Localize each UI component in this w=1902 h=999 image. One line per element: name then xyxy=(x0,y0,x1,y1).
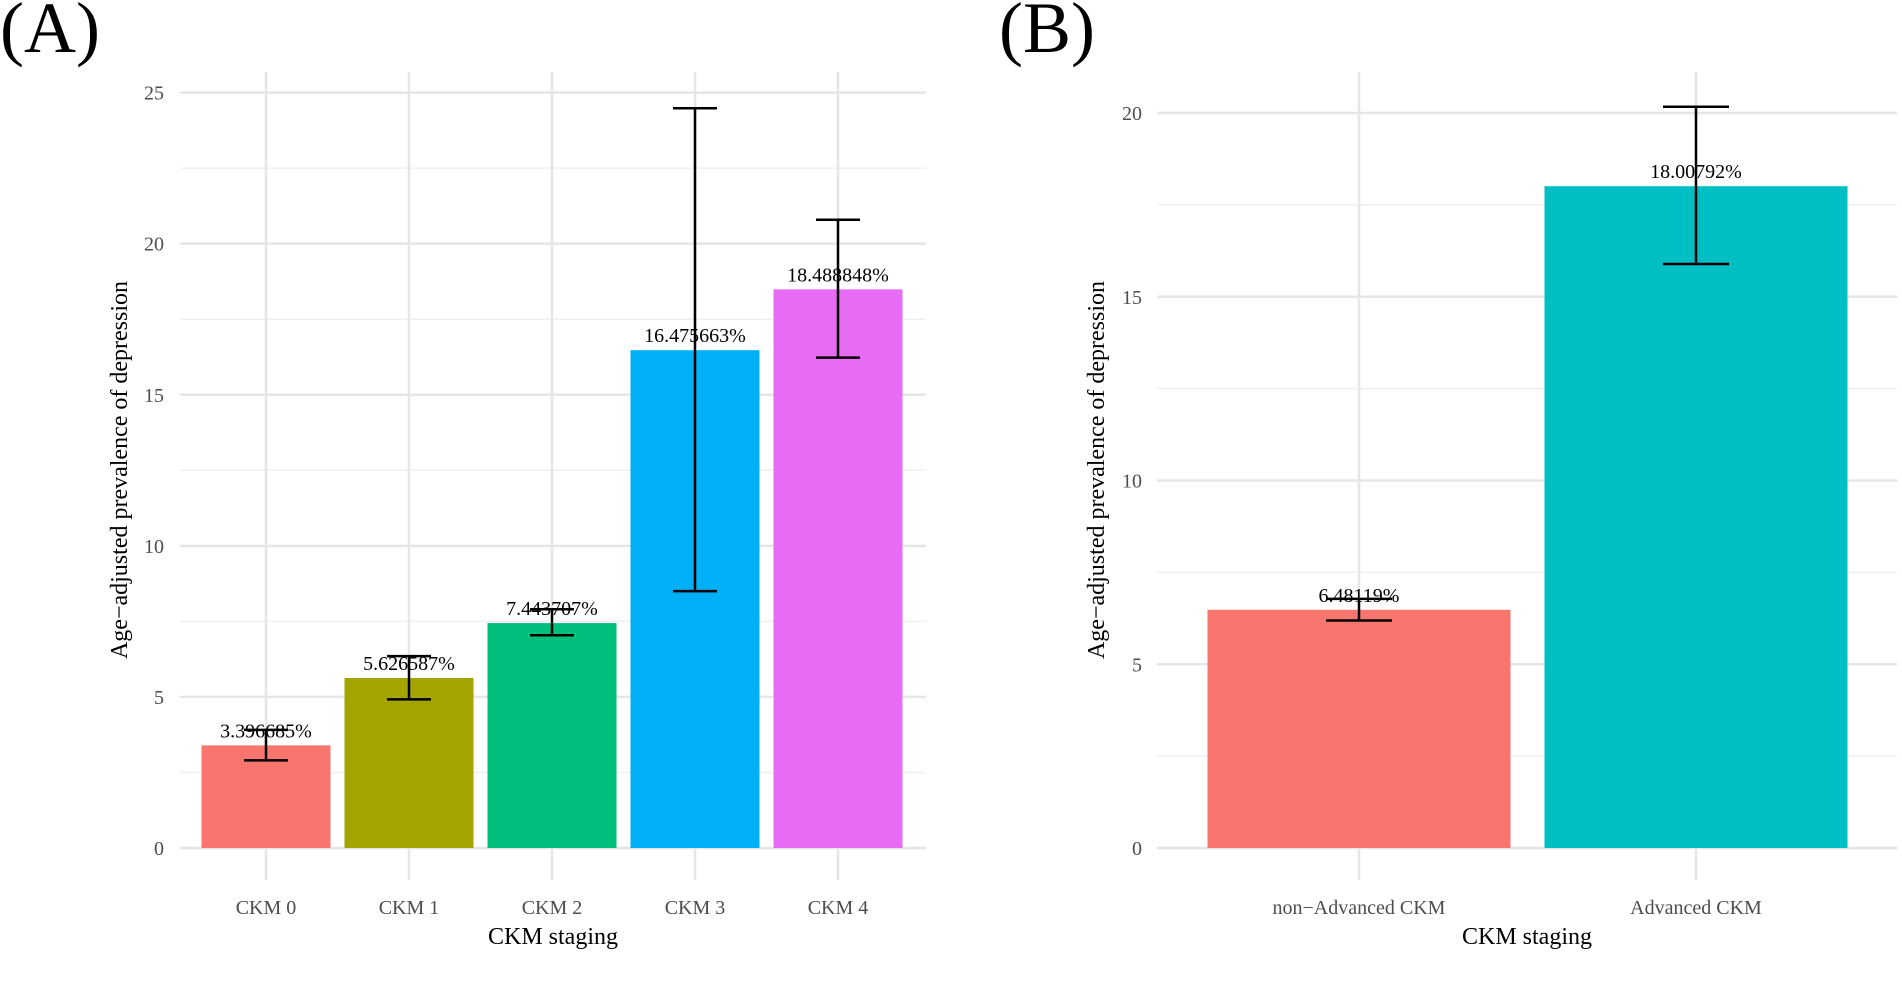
y-tick-label: 20 xyxy=(144,234,164,256)
y-tick-label: 20 xyxy=(1122,103,1142,125)
y-axis-title: Age−adjusted prevalence of depression xyxy=(107,281,133,659)
x-tick-label: non−Advanced CKM xyxy=(1273,897,1446,919)
x-tick-label: CKM 0 xyxy=(236,897,297,919)
bar-5 xyxy=(773,289,903,849)
y-tick-label: 15 xyxy=(1122,287,1142,309)
y-tick-label: 5 xyxy=(154,687,164,709)
bar-3 xyxy=(487,623,617,848)
x-axis-title: CKM staging xyxy=(1462,924,1592,950)
data-label: 18.00792% xyxy=(1650,161,1742,183)
x-tick-label: CKM 3 xyxy=(665,897,726,919)
panel-b: (B) 0 5 10 15 20 6.48119% non−Advanced CKM 18.00… xyxy=(999,0,1897,950)
x-tick-label: CKM 2 xyxy=(522,897,583,919)
data-label: 16.475663% xyxy=(644,325,746,347)
y-tick-label: 15 xyxy=(144,385,164,407)
data-label: 18.488848% xyxy=(787,264,889,286)
y-tick-label: 10 xyxy=(1122,471,1142,493)
panel-label: (B) xyxy=(999,0,1095,68)
y-tick-label: 0 xyxy=(154,838,164,860)
panel-label: (A) xyxy=(0,0,100,68)
data-label: 5.626587% xyxy=(363,653,455,675)
y-axis-title: Age−adjusted prevalence of depression xyxy=(1084,281,1110,659)
bar-2 xyxy=(344,677,474,848)
y-tick-label: 0 xyxy=(1132,838,1142,860)
data-label: 7.443707% xyxy=(506,598,598,620)
data-label: 3.396685% xyxy=(220,720,312,742)
y-tick-label: 25 xyxy=(144,83,164,105)
x-axis-title: CKM staging xyxy=(488,924,618,950)
panel-a: (A) 0 5 10 15 20 25 3.396685% CKM 0 5.626587% CKM … xyxy=(0,0,926,950)
data-label: 6.48119% xyxy=(1319,585,1400,607)
y-tick-label: 10 xyxy=(144,536,164,558)
x-tick-label: CKM 1 xyxy=(379,897,440,919)
y-tick-label: 5 xyxy=(1132,654,1142,676)
x-tick-label: CKM 4 xyxy=(808,897,869,919)
bar-2 xyxy=(1544,186,1848,849)
x-tick-label: Advanced CKM xyxy=(1630,897,1762,919)
bar-1 xyxy=(201,745,331,848)
bar-1 xyxy=(1207,609,1511,848)
